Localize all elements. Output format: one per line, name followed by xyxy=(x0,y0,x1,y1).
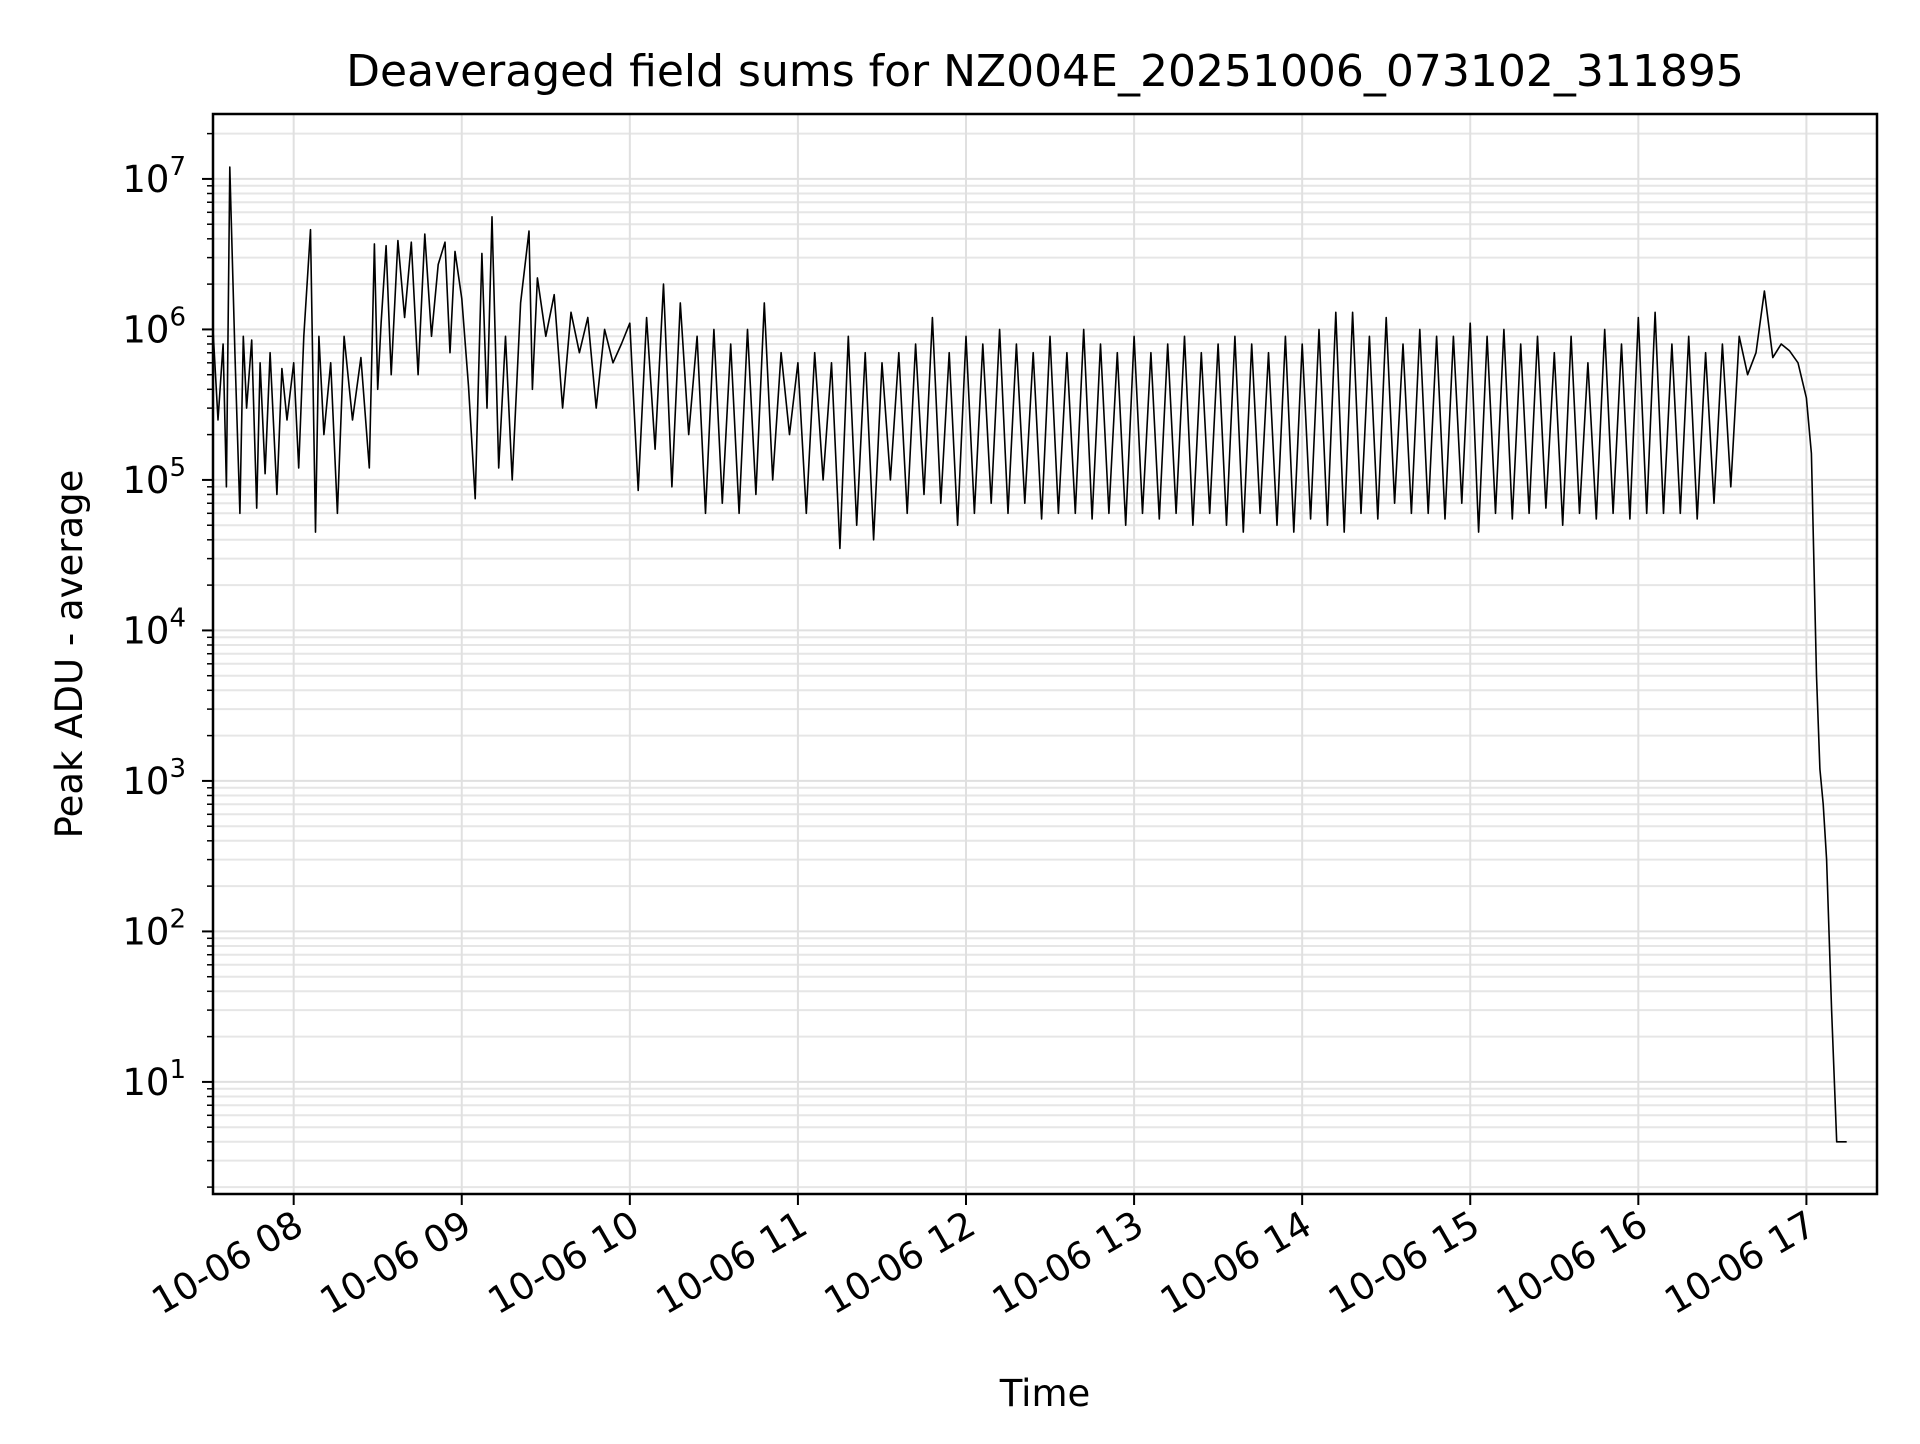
series-layer xyxy=(212,166,1847,1143)
grid-lines xyxy=(213,114,1877,1194)
chart-title: Deaveraged field sums for NZ004E_2025100… xyxy=(346,46,1744,97)
series-line xyxy=(212,166,1847,1143)
y-tick-label: 105 xyxy=(122,453,186,502)
y-tick-label: 102 xyxy=(122,904,186,953)
y-tick-label: 103 xyxy=(122,754,186,803)
y-axis-label: Peak ADU - average xyxy=(48,470,91,839)
y-tick-label: 104 xyxy=(122,603,186,652)
y-tick-label: 101 xyxy=(122,1055,186,1104)
y-tick-label: 107 xyxy=(122,152,186,201)
y-tick-label: 106 xyxy=(122,302,186,351)
x-axis-label: Time xyxy=(999,1372,1091,1415)
